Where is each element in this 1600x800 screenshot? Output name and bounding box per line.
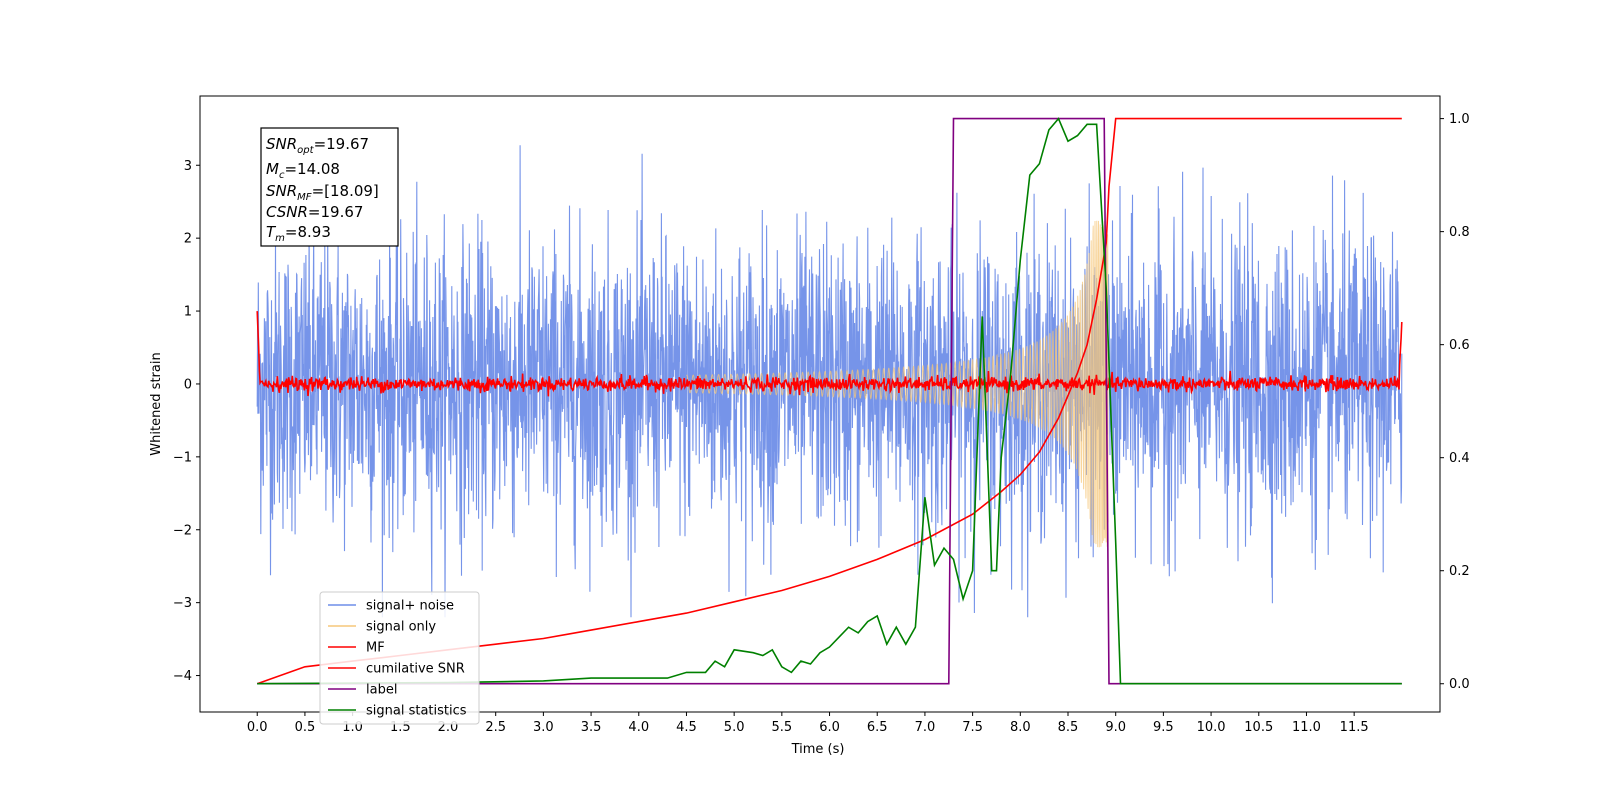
x-tick-label: 6.5: [867, 720, 888, 735]
y-tick-label: 1: [184, 305, 192, 320]
stat-snr-mf-sub: MF: [297, 192, 312, 203]
stat-mc-value: =14.08: [284, 160, 340, 178]
x-tick-label: 10.0: [1197, 720, 1226, 735]
stat-csnr: CSNR=19.67: [266, 203, 363, 221]
stat-snr-opt-sub: opt: [297, 145, 314, 156]
x-tick-label: 11.0: [1292, 720, 1321, 735]
y2-tick-label: 1.0: [1449, 112, 1470, 127]
x-tick-label: 3.5: [581, 720, 602, 735]
x-tick-label: 4.5: [676, 720, 697, 735]
series-mf-line: [256, 311, 1403, 397]
legend-label: signal+ noise: [366, 599, 454, 614]
series-signal-noise-line: [256, 145, 1403, 618]
series-signal-statistics-line: [257, 117, 1402, 685]
stat-snr-mf-label: SNR: [266, 182, 297, 200]
x-tick-label: 8.5: [1058, 720, 1079, 735]
y-tick-label: −3: [173, 596, 192, 611]
stat-snr-mf-value: =[18.09]: [312, 182, 379, 200]
stat-csnr-label: CSNR: [266, 203, 308, 221]
legend-frame: [319, 591, 480, 725]
x-tick-label: 4.0: [628, 720, 649, 735]
stats-box-frame: [260, 127, 399, 247]
x-tick-label: 2.5: [485, 720, 506, 735]
x-tick-label: 5.0: [724, 720, 745, 735]
x-tick-label: 9.5: [1153, 720, 1174, 735]
y-tick-label: 0: [184, 377, 192, 392]
stat-tm-label: T: [266, 223, 277, 241]
y2-tick-label: 0.6: [1449, 338, 1470, 353]
stat-mc-sub: c: [279, 170, 285, 181]
stat-tm: Tm=8.93: [266, 223, 331, 244]
x-tick-label: 5.5: [772, 720, 793, 735]
y2-tick-label: 0.2: [1449, 564, 1470, 579]
stat-mc-label: M: [266, 160, 279, 178]
x-tick-label: 8.0: [1010, 720, 1031, 735]
y2-tick-label: 0.8: [1449, 225, 1470, 240]
y-tick-label: −1: [173, 450, 192, 465]
y-axis-label: Whitened strain: [149, 352, 164, 455]
stat-snr-opt-label: SNR: [266, 135, 297, 153]
stat-tm-value: =8.93: [285, 223, 331, 241]
legend: signal+ noise signal only MF cumilative SNR…: [319, 591, 480, 725]
y-axis-right: 0.0 0.2 0.4 0.6 0.8 1.0: [1440, 112, 1470, 692]
y-tick-label: −4: [173, 669, 192, 684]
y-tick-label: 3: [184, 159, 192, 174]
x-axis: 0.0 0.5 1.0 1.5 2.0 2.5 3.0 3.5 4.0 4.5 5.0 5.5 6.0 6…: [247, 712, 1369, 735]
legend-label: cumilative SNR: [366, 662, 465, 677]
y2-tick-label: 0.0: [1449, 677, 1470, 692]
x-tick-label: 9.0: [1105, 720, 1126, 735]
legend-label: MF: [366, 641, 385, 656]
y-axis-left: 3 2 1 0 −1 −2 −3 −4: [173, 159, 200, 684]
legend-label: label: [366, 683, 397, 698]
stat-csnr-value: =19.67: [308, 203, 364, 221]
stat-snr-mf: SNRMF=[18.09]: [266, 182, 379, 203]
x-tick-label: 7.5: [962, 720, 983, 735]
x-tick-label: 3.0: [533, 720, 554, 735]
plot-frame: [199, 95, 1441, 713]
x-tick-label: 11.5: [1340, 720, 1369, 735]
x-tick-label: 7.0: [915, 720, 936, 735]
stat-tm-sub: m: [275, 233, 285, 244]
stat-snr-opt: SNRopt=19.67: [266, 135, 369, 156]
x-tick-label: 10.5: [1244, 720, 1273, 735]
stat-snr-opt-value: =19.67: [314, 135, 370, 153]
x-tick-label: 0.0: [247, 720, 268, 735]
stats-textbox: SNRopt=19.67 Mc=14.08 SNRMF=[18.09] CSNR…: [260, 127, 399, 247]
y-tick-label: −2: [173, 523, 192, 538]
x-axis-label: Time (s): [791, 742, 845, 757]
y-tick-label: 2: [184, 232, 192, 247]
x-tick-label: 0.5: [295, 720, 316, 735]
x-tick-label: 6.0: [819, 720, 840, 735]
stat-mc: Mc=14.08: [266, 160, 340, 181]
legend-label: signal only: [366, 620, 436, 635]
legend-label: signal statistics: [366, 704, 467, 719]
y2-tick-label: 0.4: [1449, 451, 1470, 466]
